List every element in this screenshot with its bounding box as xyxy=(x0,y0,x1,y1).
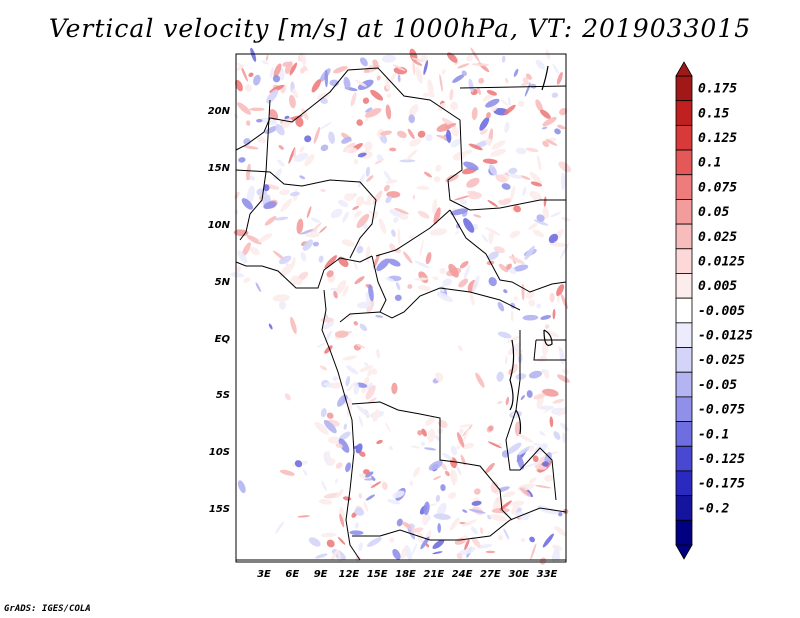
lon-tick-label: 21E xyxy=(423,569,444,580)
colorbar-box xyxy=(675,149,693,176)
colorbar-box xyxy=(675,174,693,200)
colorbar-box xyxy=(675,371,693,398)
colorbar-tick-label: -0.05 xyxy=(698,378,737,393)
colorbar-bottom-arrow xyxy=(675,544,693,560)
lon-tick-label: 30E xyxy=(508,569,529,580)
grads-credit: GrADS: IGES/COLA xyxy=(4,604,91,614)
colorbar-tick-label: -0.025 xyxy=(698,353,745,368)
colorbar-box xyxy=(675,396,693,422)
colorbar-tick-label: -0.1 xyxy=(698,427,729,442)
lakes xyxy=(509,65,553,435)
longitude-axis: 3E 6E 9E 12E 15E 18E 21E 24E 27E 30E 33E xyxy=(257,569,557,580)
colorbar-tick-label: 0.15 xyxy=(698,106,729,121)
lat-tick-label: 20N xyxy=(208,106,231,117)
lon-tick-label: 33E xyxy=(537,569,558,580)
colorbar-box xyxy=(675,421,693,447)
colorbar-tick-label: -0.0125 xyxy=(698,329,753,344)
colorbar-box xyxy=(675,248,693,274)
colorbar-box xyxy=(675,445,693,472)
colorbar-tick-label: -0.175 xyxy=(698,477,745,492)
colorbar-box xyxy=(675,470,693,497)
colorbar-box xyxy=(675,199,693,225)
colorbar-tick-label: -0.005 xyxy=(698,304,745,319)
map-title: Vertical velocity [m/s] at 1000hPa, VT: … xyxy=(48,14,752,43)
colorbar-box xyxy=(675,124,693,151)
colorbar-tick-label: 0.1 xyxy=(698,156,721,171)
map-plot-area xyxy=(230,47,572,565)
colorbar-box xyxy=(675,322,693,348)
lon-tick-label: 15E xyxy=(367,569,388,580)
lon-tick-label: 27E xyxy=(480,569,501,580)
colorbar-tick-label: 0.0125 xyxy=(698,254,745,269)
colorbar-tick-label: 0.005 xyxy=(698,279,737,294)
colorbar-box xyxy=(675,273,693,299)
colorbar-box xyxy=(675,519,693,546)
colorbar-tick-label: -0.2 xyxy=(698,501,729,516)
colorbar-box xyxy=(675,75,693,102)
lon-tick-label: 24E xyxy=(452,569,473,580)
colorbar-labels: 0.175 0.15 0.125 0.1 0.075 0.05 0.025 0.0125 0.0… xyxy=(698,82,753,517)
colorbar-tick-label: 0.175 xyxy=(698,82,737,97)
lat-tick-label: EQ xyxy=(215,334,231,345)
lon-tick-label: 6E xyxy=(285,569,299,580)
lat-tick-label: 15N xyxy=(208,163,231,174)
colorbar-box xyxy=(675,100,693,126)
lon-tick-label: 18E xyxy=(395,569,416,580)
colorbar-tick-label: -0.075 xyxy=(698,403,745,418)
map-frame xyxy=(235,53,567,563)
lat-tick-label: 15S xyxy=(209,504,230,515)
colorbar: 0.175 0.15 0.125 0.1 0.075 0.05 0.025 0.0125 0.0… xyxy=(675,61,753,560)
colorbar-boxes xyxy=(675,61,693,560)
colorbar-box xyxy=(675,223,693,250)
colorbar-box xyxy=(675,347,693,373)
colorbar-top-arrow xyxy=(675,61,693,77)
colorbar-tick-label: 0.025 xyxy=(698,230,737,245)
colorbar-tick-label: 0.05 xyxy=(698,205,729,220)
colorbar-tick-label: -0.125 xyxy=(698,452,745,467)
lon-tick-label: 9E xyxy=(314,569,328,580)
colorbar-tick-label: 0.125 xyxy=(698,131,737,146)
country-borders xyxy=(235,67,567,561)
colorbar-tick-label: 0.075 xyxy=(698,180,737,195)
lat-tick-label: 5S xyxy=(216,390,230,401)
lat-tick-label: 10N xyxy=(208,220,231,231)
lat-tick-label: 5N xyxy=(215,277,231,288)
colorbar-box xyxy=(675,495,693,521)
latitude-axis: 20N 15N 10N 5N EQ 5S 10S 15S xyxy=(208,106,231,515)
colorbar-box xyxy=(675,297,693,324)
lon-tick-label: 12E xyxy=(339,569,360,580)
lat-tick-label: 10S xyxy=(209,447,230,458)
lon-tick-label: 3E xyxy=(257,569,271,580)
